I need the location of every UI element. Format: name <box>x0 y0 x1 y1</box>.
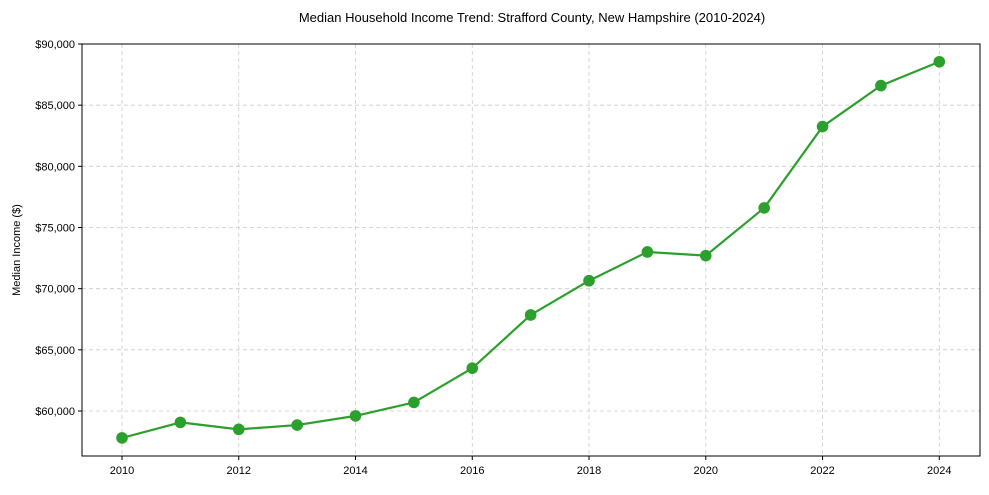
data-point-marker <box>875 79 887 92</box>
x-tick-label: 2010 <box>110 465 134 477</box>
x-tick-label: 2020 <box>694 465 718 477</box>
data-point-marker <box>116 432 128 444</box>
y-tick-label: $70,000 <box>35 284 75 296</box>
gridlines <box>82 43 980 456</box>
y-axis-label: Median Income ($) <box>11 204 23 296</box>
data-series <box>116 55 946 444</box>
plot-frame <box>81 43 981 457</box>
data-point-marker <box>933 55 946 68</box>
y-tick-label: $90,000 <box>35 39 75 51</box>
x-axis-ticks: 2010 2012 2014 2016 2018 2020 2022 2024 <box>110 456 952 477</box>
data-point-marker <box>524 309 537 321</box>
y-axis-ticks: $60,000 $65,000 $70,000 $75,000 $80,000 $85,0… <box>35 39 82 418</box>
y-tick-label: $85,000 <box>35 100 75 112</box>
x-tick-label: 2014 <box>343 465 367 477</box>
y-tick-label: $65,000 <box>35 345 75 357</box>
data-point-marker <box>349 410 362 422</box>
x-tick-label: 2022 <box>810 465 834 477</box>
x-tick-label: 2016 <box>460 465 484 477</box>
x-tick-label: 2018 <box>577 465 601 477</box>
data-point-marker <box>408 396 420 409</box>
data-point-marker <box>583 274 595 287</box>
data-point-marker <box>232 423 245 436</box>
y-tick-label: $60,000 <box>35 406 75 418</box>
data-point-marker <box>466 362 479 374</box>
y-tick-label: $80,000 <box>35 161 75 173</box>
data-point-marker <box>174 416 187 429</box>
data-point-marker <box>641 246 654 258</box>
data-point-marker <box>699 249 712 262</box>
y-tick-label: $75,000 <box>35 223 75 235</box>
chart-title: Median Household Income Trend: Strafford… <box>299 10 765 25</box>
data-point-marker <box>291 419 303 431</box>
x-tick-label: 2012 <box>227 465 251 477</box>
series-line <box>121 60 940 439</box>
data-point-marker <box>816 120 829 133</box>
data-point-marker <box>758 202 770 214</box>
x-tick-label: 2024 <box>927 465 951 477</box>
